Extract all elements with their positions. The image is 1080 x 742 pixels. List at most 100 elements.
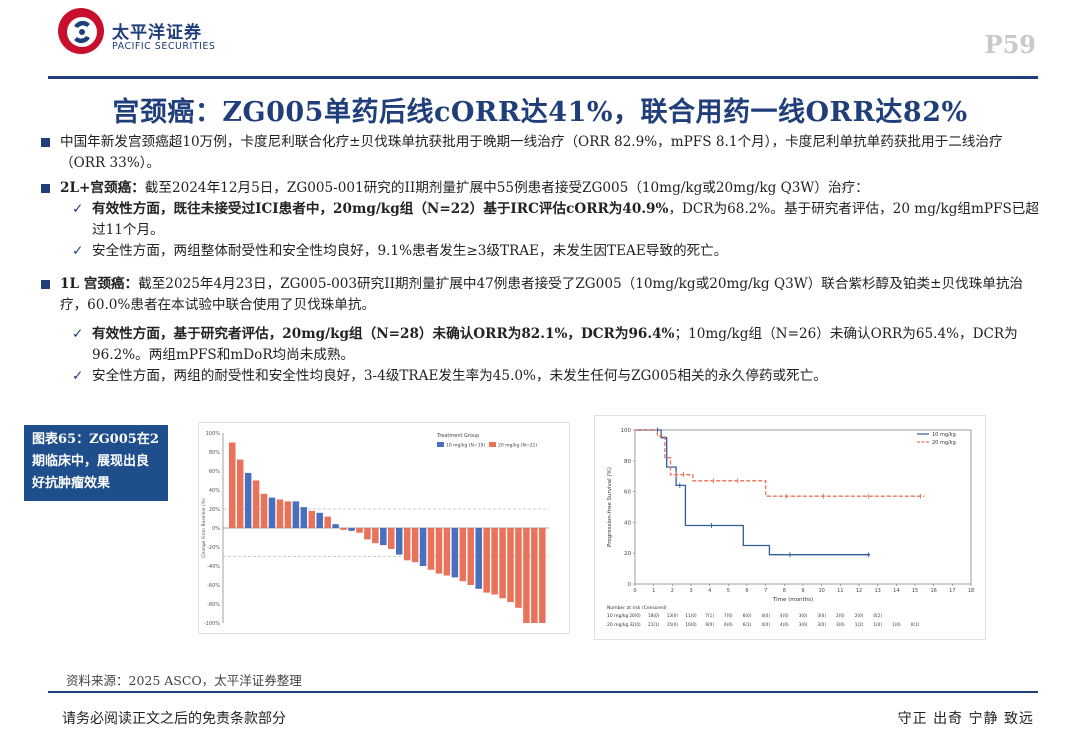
paragraph-2l: 2L+宫颈癌：截至2024年12月5日，ZG005-001研究的II期剂量扩展中… <box>36 178 1046 199</box>
check-item: ✓ 安全性方面，两组的耐受性和安全性均良好，3-4级TRAE发生率为45.0%，… <box>36 366 1046 387</box>
y-tick-label: -60% <box>207 583 220 589</box>
y-tick-label: 80% <box>209 450 220 456</box>
risk-value: 6(0) <box>743 613 752 618</box>
risk-value: 7(0) <box>724 613 733 618</box>
y-tick-label: 60% <box>209 469 220 475</box>
page-header: 太平洋证券 PACIFIC SECURITIES P59 <box>0 0 1080 82</box>
legend-label: 10 mg/kg <box>932 432 956 438</box>
risk-value: 6(0) <box>724 622 733 627</box>
risk-value: 2(0) <box>855 613 864 618</box>
risk-row-label: 10 mg/kg <box>607 613 629 619</box>
y-tick-label: 60 <box>624 490 631 496</box>
paragraph-heading: 1L 宫颈癌： <box>60 276 139 292</box>
legend-label: 20 mg/kg (N=21) <box>498 443 537 449</box>
risk-value: 2(0) <box>836 613 845 618</box>
paragraph-1l: 1L 宫颈癌：截至2025年4月23日，ZG005-003研究II期剂量扩展中4… <box>36 274 1046 316</box>
legend-title: Treatment Group <box>436 433 479 439</box>
waterfall-bar <box>260 493 268 528</box>
waterfall-bar <box>388 528 395 549</box>
paragraph-text: 中国年新发宫颈癌超10万例，卡度尼利联合化疗±贝伐珠单抗获批用于晚期一线治疗（O… <box>60 134 1003 171</box>
x-tick-label: 13 <box>874 588 880 594</box>
waterfall-chart: 100% 80% 60% 40% 20% 0% -20% -40% -60% -80% -100% C… <box>198 422 570 634</box>
logo-cn-text: 太平洋证券 <box>112 23 202 43</box>
y-tick-label: 80 <box>624 459 631 465</box>
check-mark-icon: ✓ <box>72 368 84 384</box>
x-tick-label: 17 <box>949 588 955 594</box>
waterfall-bar <box>380 528 387 546</box>
check-item-text: 安全性方面，两组的耐受性和安全性均良好，3-4级TRAE发生率为45.0%，未发… <box>92 368 827 384</box>
check-item: ✓ 安全性方面，两组整体耐受性和安全性均良好，9.1%患者发生≥3级TRAE，未… <box>36 241 1046 262</box>
y-tick-label: 20% <box>209 507 220 513</box>
legend-label: 20 mg/kg <box>932 440 956 446</box>
risk-value: 3(0) <box>799 622 808 627</box>
slide-title: 宫颈癌：ZG005单药后线cORR达41%，联合用药一线ORR达82% <box>112 97 968 128</box>
waterfall-bar <box>229 442 236 528</box>
waterfall-bar <box>459 528 467 582</box>
risk-value: 1(0) <box>892 622 901 627</box>
km-curve <box>635 429 871 556</box>
risk-value: 3(0) <box>799 613 808 618</box>
x-tick-label: 15 <box>912 588 918 594</box>
x-tick-label: 1 <box>652 588 655 594</box>
waterfall-bar <box>252 480 260 528</box>
bullet-square-icon <box>41 280 50 289</box>
risk-value: 18(0) <box>648 613 660 618</box>
check-mark-icon: ✓ <box>72 326 84 342</box>
risk-value: 32(0) <box>629 622 641 627</box>
waterfall-bar <box>539 528 546 623</box>
risk-value: 0(2) <box>873 613 882 618</box>
waterfall-bar <box>427 528 435 570</box>
waterfall-bar <box>483 528 490 593</box>
check-item: ✓ 有效性方面，既往未接受过ICI患者中，20mg/kg组（N=22）基于IRC… <box>36 199 1046 241</box>
risk-value: 10(0) <box>685 622 697 627</box>
waterfall-bar <box>324 516 331 528</box>
x-tick-label: 18 <box>968 588 974 594</box>
waterfall-bar <box>491 528 498 595</box>
legend-label: 10 mg/kg (N=19) <box>446 443 485 449</box>
risk-value: 6(1) <box>743 622 752 627</box>
x-tick-label: 6 <box>745 588 748 594</box>
waterfall-bar <box>443 528 451 576</box>
waterfall-bar <box>348 528 355 531</box>
risk-value: 7(1) <box>705 613 714 618</box>
check-item-text: ；10mg/kg组（N=26）未确认ORR为65.4%，DCR为96.2%。两组… <box>92 326 1018 363</box>
y-tick-label: 100 <box>621 428 632 434</box>
bullet-square-icon <box>41 184 50 193</box>
figure-label: 图表65：ZG005在2期临床中，展现出良好抗肿瘤效果 <box>24 425 168 501</box>
y-tick-label: 40% <box>209 488 220 494</box>
risk-value: 3(0) <box>817 613 826 618</box>
x-tick-label: 16 <box>930 588 936 594</box>
waterfall-bar <box>419 528 427 566</box>
risk-row-label: 20 mg/kg <box>607 622 629 628</box>
risk-value: 4(0) <box>761 613 770 618</box>
x-tick-label: 2 <box>671 588 674 594</box>
y-axis-label: Change From Baseline (%) <box>201 498 207 558</box>
waterfall-bar <box>244 472 252 528</box>
x-axis-label: Time (months) <box>772 597 813 603</box>
waterfall-bar <box>316 512 323 528</box>
waterfall-bar <box>475 528 482 589</box>
legend-swatch <box>489 442 496 447</box>
legend-swatch <box>437 442 444 447</box>
waterfall-bar <box>515 528 522 608</box>
body-text: 中国年新发宫颈癌超10万例，卡度尼利联合化疗±贝伐珠单抗获批用于晚期一线治疗（O… <box>36 132 1046 387</box>
risk-value: 11(0) <box>685 613 697 618</box>
waterfall-bar <box>531 528 538 623</box>
paragraph-text: 截至2025年4月23日，ZG005-003研究II期剂量扩展中47例患者接受了… <box>60 276 1024 313</box>
risk-value: 3(0) <box>836 622 845 627</box>
paragraph-overview: 中国年新发宫颈癌超10万例，卡度尼利联合化疗±贝伐珠单抗获批用于晚期一线治疗（O… <box>36 132 1046 174</box>
risk-value: 13(0) <box>667 613 679 618</box>
source-note: 资料来源：2025 ASCO，太平洋证券整理 <box>66 673 302 688</box>
x-tick-label: 7 <box>764 588 767 594</box>
x-tick-label: 10 <box>818 588 824 594</box>
waterfall-bar <box>236 459 244 528</box>
waterfall-chart-svg: 100% 80% 60% 40% 20% 0% -20% -40% -60% -80% -100% C… <box>201 431 549 627</box>
waterfall-bar <box>372 528 379 544</box>
y-tick-label: 100% <box>206 431 221 437</box>
y-tick-label: -40% <box>207 564 220 570</box>
waterfall-bar <box>499 528 506 599</box>
waterfall-bar <box>356 528 363 533</box>
waterfall-bar <box>300 507 308 528</box>
check-item-bold: 有效性方面，既往未接受过ICI患者中，20mg/kg组（N=22）基于IRC评估… <box>92 201 669 217</box>
